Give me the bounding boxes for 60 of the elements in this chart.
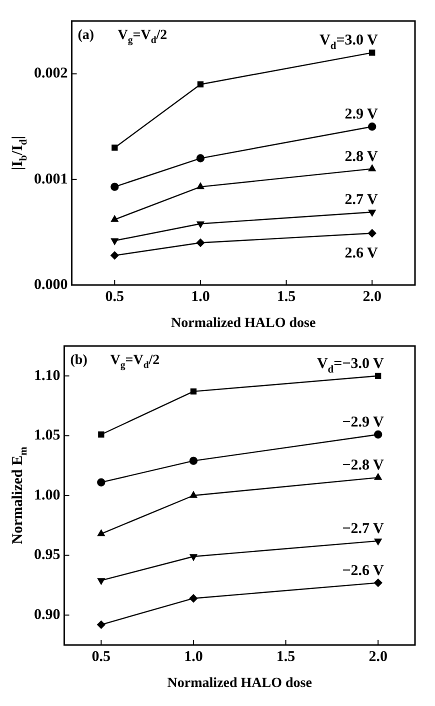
point: [110, 182, 119, 191]
point: [190, 491, 198, 498]
x-tick-label: 1.0: [184, 648, 203, 665]
series-label: −2.8 V: [342, 458, 384, 474]
y-tick-label: 1.10: [34, 368, 60, 384]
point: [196, 182, 204, 190]
y-tick-label: 1.00: [34, 487, 60, 504]
point: [112, 144, 118, 151]
x-tick-label: 0.5: [105, 288, 124, 305]
point: [98, 578, 105, 585]
series-label: −2.9 V: [342, 414, 384, 431]
series-label: 2.6 V: [344, 245, 378, 262]
point: [368, 229, 376, 238]
series-label: 2.7 V: [344, 192, 378, 208]
point: [375, 372, 382, 379]
y-tick-label: 0.002: [34, 66, 68, 82]
x-tick-label: 1.5: [276, 288, 296, 305]
point: [368, 122, 376, 131]
y-tick-label: 0.90: [34, 606, 60, 623]
series-label: 2.9 V: [344, 106, 378, 123]
y-axis-title: Normalized Em: [10, 446, 30, 544]
y-tick-label: 0.000: [34, 276, 68, 293]
point: [197, 81, 204, 88]
point: [97, 620, 106, 629]
point: [374, 538, 382, 546]
annotation: (a): [78, 28, 94, 43]
point: [189, 594, 198, 602]
series-label: −2.6 V: [342, 562, 384, 579]
point: [374, 578, 382, 587]
point: [368, 210, 376, 216]
point: [374, 430, 382, 439]
point: [98, 431, 104, 438]
point: [111, 238, 118, 245]
annotation: (b): [70, 353, 88, 368]
x-tick-label: 2.0: [362, 288, 382, 305]
point: [196, 221, 204, 228]
x-tick-label: 0.5: [92, 648, 111, 665]
point: [196, 238, 205, 247]
y-tick-label: 0.95: [34, 547, 60, 564]
point: [190, 554, 198, 561]
x-tick-label: 1.5: [276, 648, 296, 665]
x-tick-label: 1.0: [191, 288, 210, 305]
point: [196, 154, 205, 162]
y-tick-label: 0.001: [34, 171, 68, 188]
series-label: −2.7 V: [342, 520, 384, 537]
point: [110, 251, 119, 260]
point: [111, 215, 118, 222]
point: [374, 473, 382, 480]
point: [97, 478, 106, 486]
x-axis-title: Normalized HALO dose: [167, 676, 312, 691]
point: [189, 456, 198, 465]
point: [368, 164, 376, 172]
x-tick-label: 2.0: [368, 648, 388, 665]
point: [190, 388, 197, 395]
y-tick-label: 1.05: [34, 428, 60, 444]
point: [98, 530, 105, 536]
y-axis-title: |Ib/Id|: [10, 136, 30, 170]
point: [369, 50, 376, 56]
x-axis-title: Normalized HALO dose: [171, 316, 316, 331]
series-label: 2.8 V: [344, 148, 378, 165]
